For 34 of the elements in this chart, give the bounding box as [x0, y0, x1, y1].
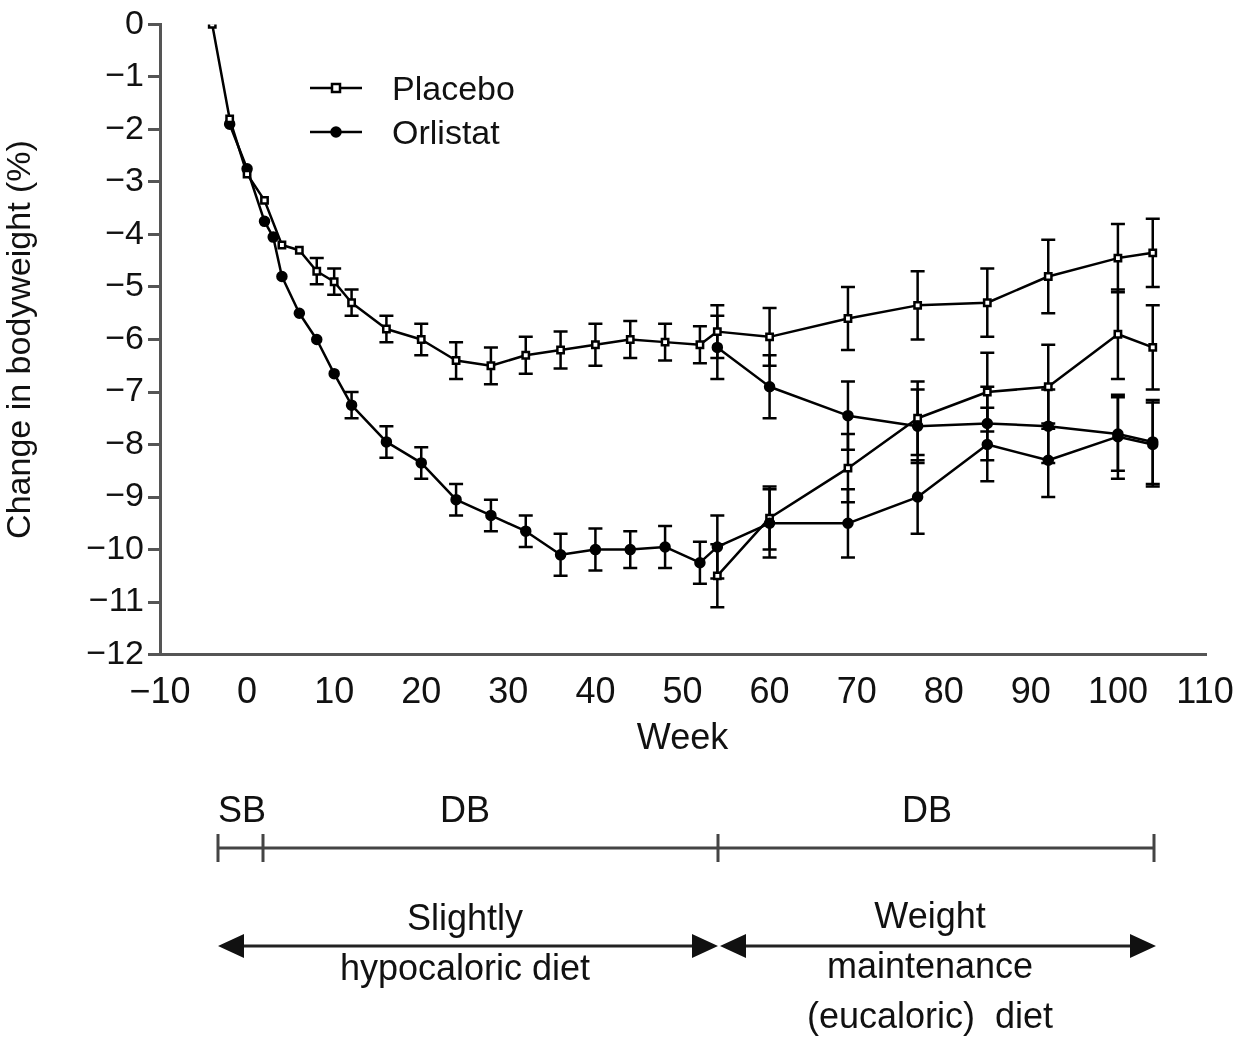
x-axis-title: Week	[636, 716, 730, 758]
legend-label: Orlistat	[392, 112, 500, 152]
x-tick-label: 30	[488, 670, 529, 712]
x-tick-label: 70	[836, 670, 877, 712]
y-tick-label: −5	[105, 265, 144, 304]
x-tick-label: 20	[401, 670, 442, 712]
x-tick-label: 40	[575, 670, 616, 712]
y-tick-label: −9	[105, 475, 144, 514]
y-tick-label: −12	[86, 632, 144, 671]
y-axis-title: Change in bodyweight (%)	[0, 140, 37, 539]
y-tick-label: −11	[88, 580, 144, 619]
y-tick-label: −2	[105, 107, 144, 146]
text: DB	[901, 788, 953, 832]
text: SB	[217, 788, 267, 832]
text: DB	[439, 788, 491, 832]
x-tick-label: 10	[314, 670, 355, 712]
text: Slightly hypocaloric diet	[339, 896, 591, 990]
y-tick-label: −4	[105, 212, 144, 251]
x-tick-label: 110	[1176, 670, 1234, 712]
x-tick-label: 60	[749, 670, 790, 712]
x-tick-label: 80	[923, 670, 964, 712]
x-tick-label: 0	[237, 670, 258, 712]
x-tick-label: 90	[1010, 670, 1051, 712]
y-tick-label: −1	[105, 55, 144, 94]
y-tick-label: −6	[105, 317, 144, 356]
x-tick-label: 50	[662, 670, 703, 712]
y-tick-label: −3	[105, 160, 144, 199]
x-tick-label: 100	[1087, 670, 1148, 712]
y-tick-label: −8	[105, 422, 144, 461]
y-tick-label: −10	[86, 527, 144, 566]
legend-label: Placebo	[392, 68, 515, 108]
y-tick-label: −7	[105, 370, 144, 409]
y-tick-label: 0	[125, 2, 144, 41]
text: Weight maintenance (eucaloric) diet	[806, 894, 1054, 1038]
